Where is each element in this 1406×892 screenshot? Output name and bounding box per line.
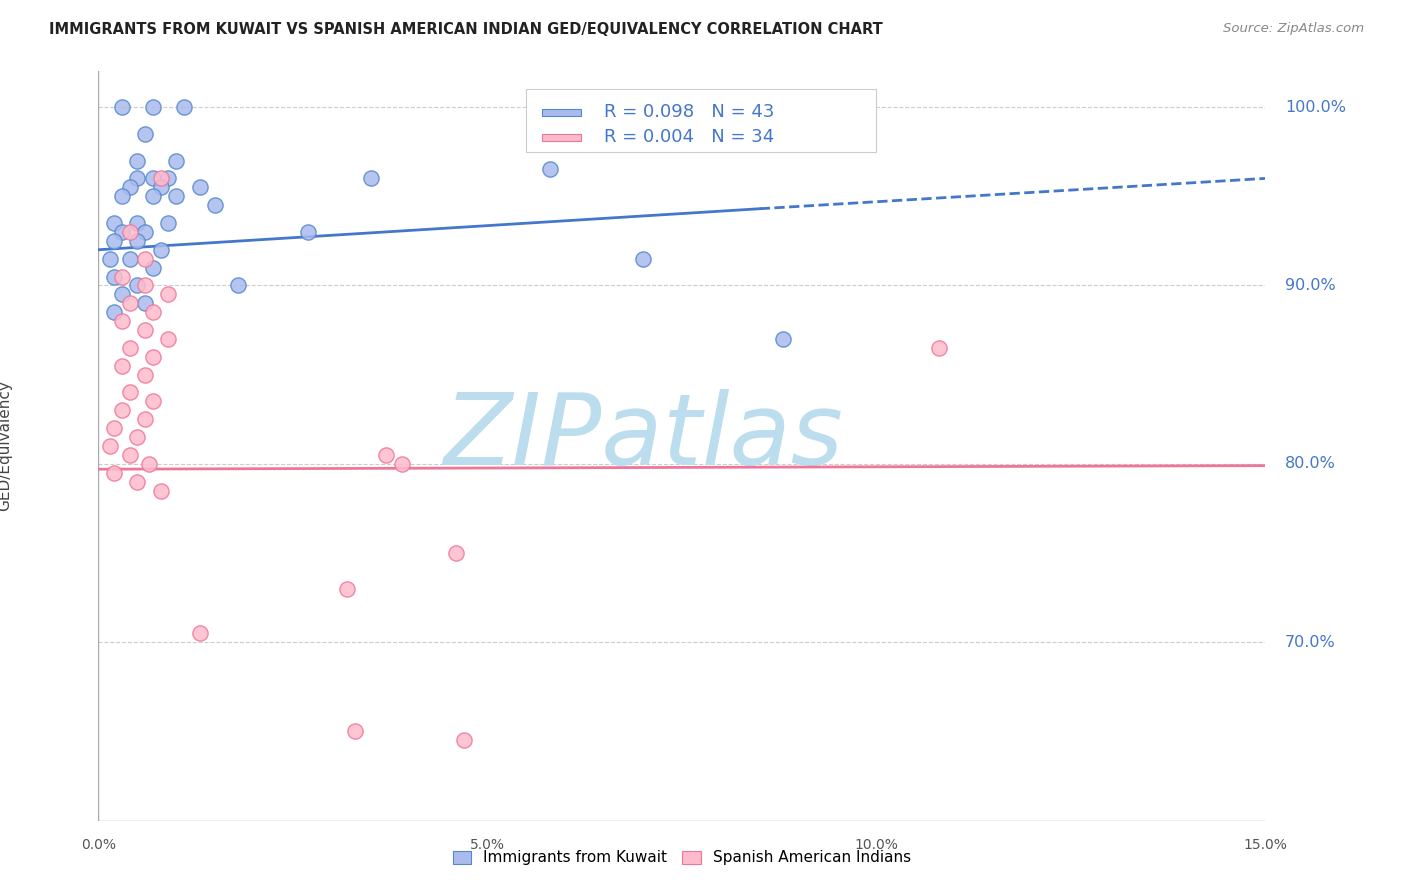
Point [772,332,794,346]
Point [157,171,180,186]
Point [103,421,125,435]
Point [538,162,561,177]
Point [98,439,121,453]
Text: IMMIGRANTS FROM KUWAIT VS SPANISH AMERICAN INDIAN GED/EQUIVALENCY CORRELATION CH: IMMIGRANTS FROM KUWAIT VS SPANISH AMERIC… [49,22,883,37]
Point [149,171,172,186]
Point [142,100,165,114]
Point [134,225,156,239]
Point [149,180,172,194]
Point [336,582,359,596]
Point [134,323,156,337]
Point [127,171,149,186]
Text: 90.0%: 90.0% [1285,278,1336,293]
Legend: Immigrants from Kuwait, Spanish American Indians: Immigrants from Kuwait, Spanish American… [453,850,911,865]
Point [103,305,125,319]
Point [134,278,156,293]
Bar [541,134,581,141]
Text: 100.0%: 100.0% [1285,100,1346,114]
Point [453,733,475,747]
Point [204,198,226,212]
Point [228,278,250,293]
Text: 80.0%: 80.0% [1285,457,1336,471]
Text: 0.0%: 0.0% [82,838,115,853]
Point [142,305,165,319]
Text: 15.0%: 15.0% [1243,838,1288,853]
Point [118,448,141,462]
Point [118,252,141,266]
Point [111,314,134,328]
Point [98,252,121,266]
Point [118,180,141,194]
Point [118,341,141,355]
Point [149,483,172,498]
Point [149,243,172,257]
Point [118,296,141,310]
Point [157,216,180,230]
Point [142,171,165,186]
Point [188,626,211,640]
Point [111,225,134,239]
Point [157,287,180,301]
Point [111,287,134,301]
Point [344,724,367,739]
Point [103,216,125,230]
Text: 70.0%: 70.0% [1285,635,1336,649]
Point [118,385,141,400]
Point [375,448,398,462]
Point [928,341,950,355]
Bar [541,109,581,116]
Point [188,180,211,194]
Point [103,466,125,480]
Point [134,368,156,382]
Point [173,100,195,114]
Point [118,225,141,239]
Point [134,412,156,426]
Point [111,269,134,284]
Point [127,153,149,168]
Point [111,100,134,114]
Point [138,457,160,471]
Text: ZIPatlas: ZIPatlas [443,389,844,485]
Point [165,189,187,203]
Point [127,234,149,248]
Text: 5.0%: 5.0% [470,838,505,853]
Point [142,189,165,203]
Point [127,278,149,293]
Point [142,394,165,409]
Point [165,153,187,168]
Point [134,296,156,310]
Text: 10.0%: 10.0% [855,838,898,853]
FancyBboxPatch shape [526,89,876,152]
Point [360,171,382,186]
Point [127,475,149,489]
Point [631,252,654,266]
Point [297,225,319,239]
Point [157,332,180,346]
Point [111,403,134,417]
Text: R = 0.004   N = 34: R = 0.004 N = 34 [605,128,775,146]
Point [111,189,134,203]
Point [142,350,165,364]
Point [446,546,468,560]
Point [134,127,156,141]
Point [134,252,156,266]
Point [103,269,125,284]
Point [391,457,413,471]
Text: Source: ZipAtlas.com: Source: ZipAtlas.com [1223,22,1364,36]
Point [127,430,149,444]
Text: GED/Equivalency: GED/Equivalency [0,381,13,511]
Point [103,234,125,248]
Point [111,359,134,373]
Text: R = 0.098   N = 43: R = 0.098 N = 43 [605,103,775,121]
Point [142,260,165,275]
Point [127,216,149,230]
